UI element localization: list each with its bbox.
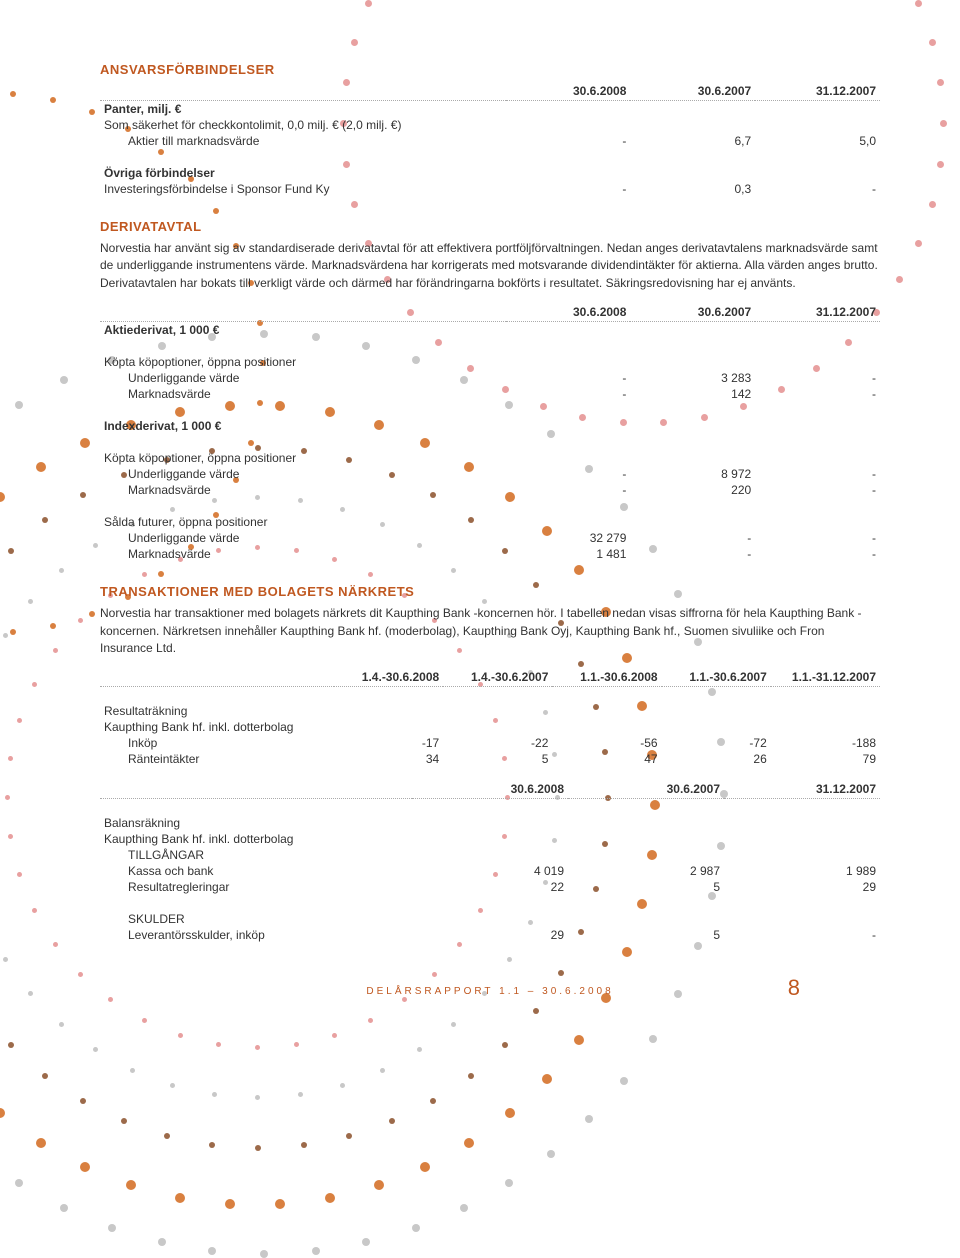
subgroup-label: Kaupthing Bank hf. inkl. dotterbolag <box>100 831 412 847</box>
row-label: Marknadsvärde <box>100 386 506 402</box>
row-label: Panter, milj. € <box>100 101 506 118</box>
group-label: Aktiederivat, 1 000 € <box>100 322 506 339</box>
row-label: Leverantörsskulder, inköp <box>100 927 412 943</box>
row-label: Resultatregleringar <box>100 879 412 895</box>
cell: 220 <box>630 482 755 498</box>
cell: 34 <box>334 751 443 767</box>
subgroup-label: Kaupthing Bank hf. inkl. dotterbolag <box>100 719 334 735</box>
col-header: 1.1.-30.6.2008 <box>552 669 661 687</box>
cell: - <box>755 546 880 562</box>
cell: 142 <box>630 386 755 402</box>
col-header: 30.6.2008 <box>412 781 568 799</box>
cell: 0,3 <box>630 181 755 197</box>
row-label: Investeringsförbindelse i Sponsor Fund K… <box>100 181 506 197</box>
col-header: 30.6.2008 <box>506 83 631 101</box>
col-header: 1.4.-30.6.2008 <box>334 669 443 687</box>
cell: -17 <box>334 735 443 751</box>
row-label: Marknadsvärde <box>100 546 506 562</box>
cell: -56 <box>552 735 661 751</box>
heading-transaktioner: TRANSAKTIONER MED BOLAGETS NÄRKRETS <box>100 584 880 599</box>
col-header: 1.1.-31.12.2007 <box>771 669 880 687</box>
row-label: Kassa och bank <box>100 863 412 879</box>
group-label: Indexderivat, 1 000 € <box>100 418 506 434</box>
col-header: 1.4.-30.6.2007 <box>443 669 552 687</box>
cell: -72 <box>662 735 771 751</box>
subgroup-label: Sålda futurer, öppna positioner <box>100 514 506 530</box>
row-label: Som säkerhet för checkkontolimit, 0,0 mi… <box>100 117 506 133</box>
group-label: Balansräkning <box>100 815 412 831</box>
cell: 8 972 <box>630 466 755 482</box>
paragraph-derivat: Norvestia har använt sig av standardiser… <box>100 240 880 292</box>
table-resultat: 1.4.-30.6.2008 1.4.-30.6.2007 1.1.-30.6.… <box>100 669 880 767</box>
cell: -188 <box>771 735 880 751</box>
col-header: 30.6.2007 <box>630 304 755 322</box>
cell: 5 <box>568 879 724 895</box>
cell: - <box>755 466 880 482</box>
subheading: TILLGÅNGAR <box>100 847 412 863</box>
row-label: Marknadsvärde <box>100 482 506 498</box>
cell: 1 989 <box>724 863 880 879</box>
cell: 2 987 <box>568 863 724 879</box>
col-header: 31.12.2007 <box>724 781 880 799</box>
cell: 1 481 <box>506 546 631 562</box>
cell: 47 <box>552 751 661 767</box>
cell: - <box>506 181 631 197</box>
col-header: 31.12.2007 <box>755 304 880 322</box>
cell: 29 <box>412 927 568 943</box>
cell: - <box>755 386 880 402</box>
heading-ansvars: ANSVARSFÖRBINDELSER <box>100 62 880 77</box>
col-header: 31.12.2007 <box>755 83 880 101</box>
cell: - <box>724 927 880 943</box>
subgroup-label: Köpta köpoptioner, öppna positioner <box>100 354 506 370</box>
cell: - <box>630 546 755 562</box>
group-label: Resultaträkning <box>100 703 334 719</box>
row-label: Underliggande värde <box>100 530 506 546</box>
cell: - <box>506 466 631 482</box>
cell: - <box>506 386 631 402</box>
row-label: Övriga förbindelser <box>100 165 506 181</box>
footer-page-number: 8 <box>788 975 800 1001</box>
col-header: 1.1.-30.6.2007 <box>662 669 771 687</box>
row-label: Inköp <box>100 735 334 751</box>
cell: - <box>506 133 631 149</box>
col-header: 30.6.2007 <box>630 83 755 101</box>
cell: 5,0 <box>755 133 880 149</box>
table-balans: 30.6.2008 30.6.2007 31.12.2007 Balansräk… <box>100 781 880 943</box>
subgroup-label: Köpta köpoptioner, öppna positioner <box>100 450 506 466</box>
cell: - <box>506 370 631 386</box>
cell: 5 <box>443 751 552 767</box>
cell: - <box>755 370 880 386</box>
cell: - <box>755 530 880 546</box>
cell: 3 283 <box>630 370 755 386</box>
cell: - <box>755 181 880 197</box>
footer-title: DELÅRSRAPPORT 1.1 – 30.6.2008 <box>366 986 613 997</box>
cell: - <box>630 530 755 546</box>
row-label: Underliggande värde <box>100 466 506 482</box>
cell: - <box>755 482 880 498</box>
table-derivat: 30.6.2008 30.6.2007 31.12.2007 Aktiederi… <box>100 304 880 562</box>
cell: 79 <box>771 751 880 767</box>
cell: 5 <box>568 927 724 943</box>
subheading: SKULDER <box>100 911 412 927</box>
cell: 4 019 <box>412 863 568 879</box>
row-label: Aktier till marknadsvärde <box>100 133 506 149</box>
row-label: Ränteintäkter <box>100 751 334 767</box>
cell: 6,7 <box>630 133 755 149</box>
cell: 32 279 <box>506 530 631 546</box>
row-label: Underliggande värde <box>100 370 506 386</box>
page-footer: DELÅRSRAPPORT 1.1 – 30.6.2008 8 <box>100 983 880 997</box>
cell: -22 <box>443 735 552 751</box>
cell: - <box>506 482 631 498</box>
table-ansvars: 30.6.2008 30.6.2007 31.12.2007 Panter, m… <box>100 83 880 197</box>
paragraph-transaktioner: Norvestia har transaktioner med bolagets… <box>100 605 880 657</box>
col-header: 30.6.2008 <box>506 304 631 322</box>
cell: 29 <box>724 879 880 895</box>
cell: 26 <box>662 751 771 767</box>
heading-derivat: DERIVATAVTAL <box>100 219 880 234</box>
cell: 22 <box>412 879 568 895</box>
col-header: 30.6.2007 <box>568 781 724 799</box>
